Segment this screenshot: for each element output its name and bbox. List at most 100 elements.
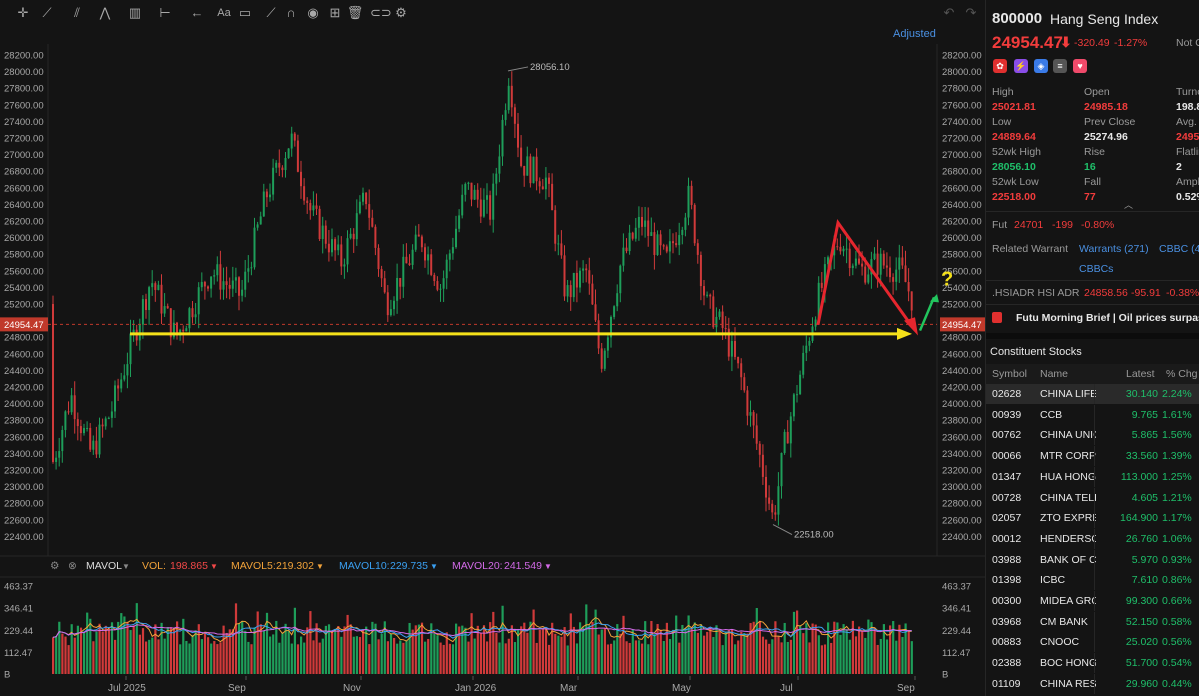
candle-body [250,267,253,269]
cell-name: CM BANK [1040,615,1088,628]
crosshair-icon[interactable]: ✛ [17,5,29,20]
stat-label: High [992,86,1014,98]
price-tick-label: 23200.00 [4,466,44,477]
table-row[interactable]: 02388 BOC HONG KONG 51.700 0.54% [986,653,1199,674]
red-trend-arrow[interactable] [816,218,914,328]
cbbcs-link[interactable]: CBBCs [1079,263,1114,275]
trendline-icon[interactable]: ⟋ [42,5,52,20]
candle-body [58,451,61,458]
cbbc-link[interactable]: CBBC (40 [1159,243,1199,255]
table-row[interactable]: 00066 MTR CORPORATION 33.560 1.39% [986,446,1199,467]
table-row[interactable]: 00939 CCB 9.765 1.61% [986,404,1199,425]
table-row[interactable]: 00762 CHINA UNICOM 5.865 1.56% [986,425,1199,446]
chevron-down-icon[interactable]: ▼ [210,562,218,571]
price-tick-label: 23000.00 [4,482,44,493]
stat-label: Rise [1084,146,1106,158]
stat-value: 2 [1176,161,1182,173]
settings-icon[interactable]: ⚙ [395,5,407,20]
link-icon[interactable]: ⊂⊃ [370,5,392,20]
volume-bar [672,629,675,674]
chevron-down-icon[interactable]: ▼ [122,562,130,571]
candle-body [687,185,690,218]
candle-body [70,395,73,413]
ruler-icon[interactable]: ⟋ [266,5,276,20]
volume-bar [873,627,876,674]
volume-bar [771,639,774,674]
eye-icon[interactable]: ◉ [307,5,319,20]
news-headline[interactable]: Futu Morning Brief | Oil prices surpass [1016,312,1199,324]
table-row[interactable]: 01109 CHINA RES LAND 29.960 0.44% [986,673,1199,694]
table-row[interactable]: 00728 CHINA TELECOM 4.605 1.21% [986,487,1199,508]
chevron-up-icon[interactable]: ︿ [1124,200,1134,210]
undo-icon[interactable]: ↶ [943,5,955,20]
candle-body [575,272,578,288]
candle-body [895,269,898,282]
col-name[interactable]: Name [1040,368,1069,380]
candle-body [771,503,774,513]
warrants-link[interactable]: Warrants (271) [1079,243,1149,255]
col-chg[interactable]: % Chg [1166,368,1198,380]
cell-chg: 1.06% [1162,532,1192,545]
settings-icon[interactable]: ⚙ [50,560,60,572]
col-latest[interactable]: Latest [1126,368,1155,380]
volume-bar [774,621,777,674]
tag-icon[interactable]: ◈ [1034,59,1048,73]
volume-bar [746,633,749,674]
volume-bar [455,623,458,674]
table-row[interactable]: 02628 CHINA LIFE 30.140 2.24% [986,384,1199,404]
table-row[interactable]: 00300 MIDEA GROUP 99.300 0.66% [986,591,1199,611]
price-tick-label: 23400.00 [4,449,44,460]
col-symbol[interactable]: Symbol [992,368,1028,380]
volume-bar [445,632,448,674]
table-row[interactable]: 01398 ICBC 7.610 0.86% [986,570,1199,591]
volume-bar [489,622,492,674]
candle-body [331,239,333,253]
chevron-down-icon[interactable]: ▼ [430,562,438,571]
volume-bar [876,644,879,674]
price-tick-label: 28200.00 [4,51,44,62]
table-row[interactable]: 03968 CM BANK 52.150 0.58% [986,611,1199,632]
chevron-down-icon[interactable]: ▼ [544,562,552,571]
volume-bar [557,635,560,674]
table-row[interactable]: 01347 HUA HONG SEMI 113.000 1.25% [986,466,1199,487]
price-tick-label: 24400.00 [942,366,982,377]
redo-icon[interactable]: ↷ [965,5,977,20]
stat-value: 22518.00 [992,191,1036,203]
fut-price[interactable]: 24701 [1014,219,1044,231]
range-icon[interactable]: ⊢ [159,5,171,20]
hk-flag-icon[interactable]: ✿ [993,59,1007,73]
indicator-name[interactable]: MAVOL [86,560,122,572]
bolt-icon[interactable]: ⚡ [1014,59,1028,73]
lock-icon[interactable]: ⊞ [329,5,341,20]
price-tick-label: 23400.00 [942,449,982,460]
candle-body [870,259,873,275]
pattern-icon[interactable]: ⋀ [99,5,111,20]
price-tick-label: 26800.00 [942,167,982,178]
table-row[interactable]: 03988 BANK OF CHINA 5.970 0.93% [986,549,1199,570]
volume-bar [309,611,312,674]
table-row[interactable]: 00012 HENDERSON LAND 26.760 1.06% [986,528,1199,549]
price-chart[interactable]: 28200.00 28000.00 27800.00 27600.00 27400.00… [0,0,985,696]
table-row[interactable]: 02057 ZTO EXPRESS 164.900 1.17% [986,508,1199,529]
volume-bar [293,607,296,674]
fib-icon[interactable]: ⫽ [74,5,80,20]
table-row[interactable]: 00883 CNOOC 25.020 0.56% [986,632,1199,653]
chevron-down-icon[interactable]: ▼ [316,562,324,571]
magnet-icon[interactable]: ∩ [286,5,296,20]
text-icon[interactable]: Aa [217,7,231,19]
volume-bar [538,629,541,674]
doc-icon[interactable]: ≡ [1053,59,1067,73]
heart-icon[interactable]: ♥ [1073,59,1087,73]
volume-bar [256,611,259,674]
adjusted-toggle[interactable]: Adjusted [893,28,936,40]
note-icon[interactable]: ▭ [238,5,252,20]
trash-icon[interactable]: 🗑 [346,5,364,20]
candle-body [579,270,581,288]
volume-bar [296,644,300,674]
close-icon[interactable]: ⊗ [68,560,77,572]
last-price-tag-right [940,317,985,332]
arrow-icon[interactable]: ← [190,5,204,20]
volume-bar [402,642,405,674]
measure-icon[interactable]: ▥ [128,5,142,20]
green-arrow[interactable] [918,296,936,332]
